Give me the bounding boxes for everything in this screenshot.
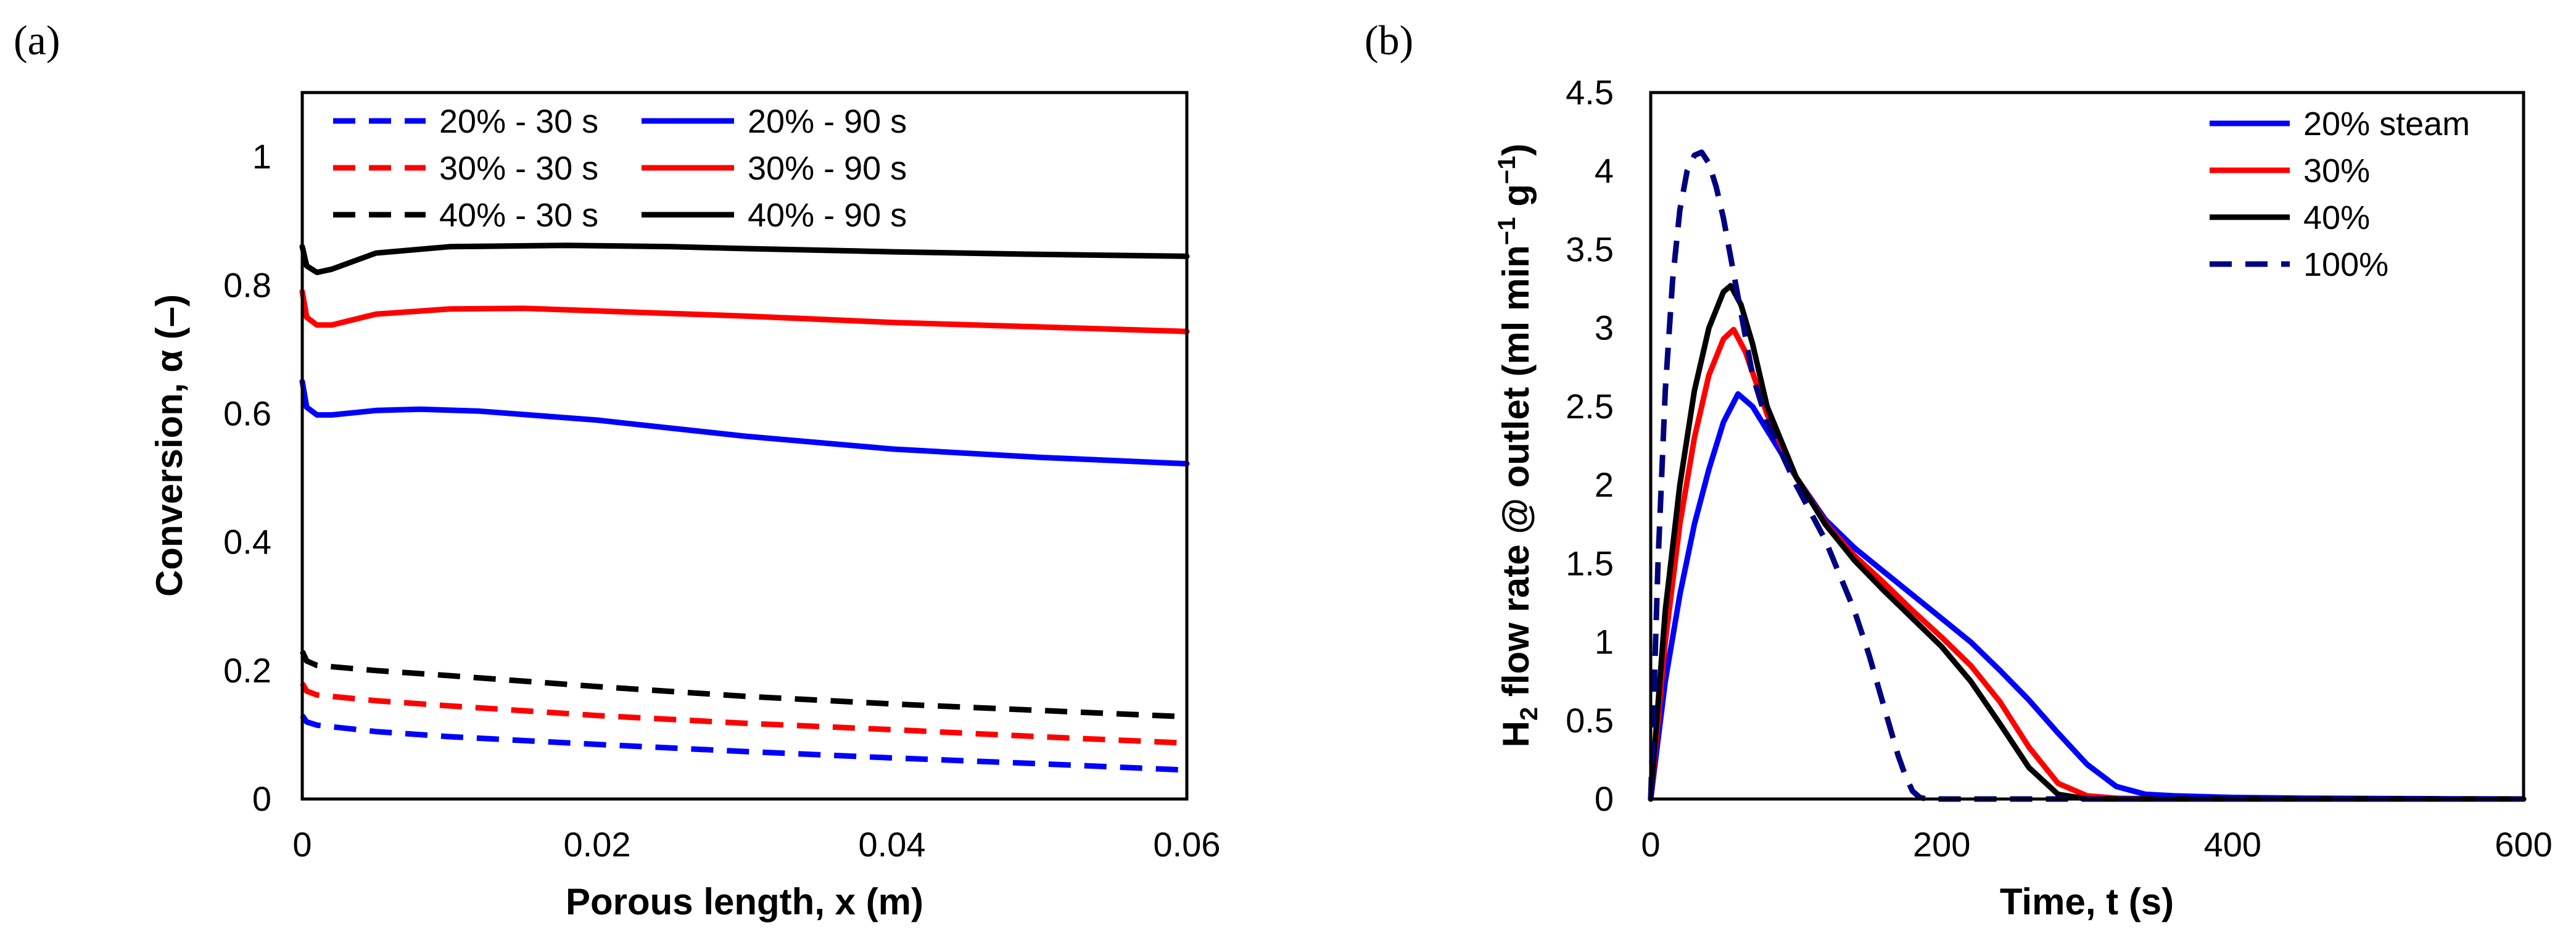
y-title-g: g	[1495, 184, 1537, 217]
panel-a-legend-label: 30% - 30 s	[439, 150, 598, 187]
panel-a-y-tick-label: 1	[252, 137, 271, 176]
panel-b-y-tick-label: 2	[1595, 465, 1614, 504]
panel-a-y-tick-label: 0.4	[223, 523, 271, 561]
panel-b-y-tick-label: 3	[1595, 308, 1614, 347]
panel-b: (b) 0 200 400 600 0 0.5 1 1.5 2 2.5 3 3.5 4 4.5 Time,…	[1364, 17, 2553, 922]
panel-b-y-tick-label: 3.5	[1566, 230, 1614, 268]
panel-b-legend-label: 40%	[2303, 199, 2370, 236]
panel-a-x-axis-title: Porous length, x (m)	[566, 881, 923, 922]
panel-a-x-tick-label: 0.06	[1154, 825, 1221, 864]
panel-b-plot-marks	[1648, 149, 2527, 802]
panel-b-series-line-2	[1648, 326, 2527, 802]
panel-a-x-tick-label: 0.02	[564, 825, 631, 864]
panel-a-legend-label: 40% - 90 s	[748, 197, 907, 234]
panel-b-x-tick-label: 200	[1913, 825, 1970, 864]
panel-a-series-line-2	[300, 682, 1187, 746]
panel-a-series-line-1	[300, 714, 1187, 773]
panel-b-x-axis-title: Time, t (s)	[2000, 881, 2174, 922]
panel-b-legend-label: 30%	[2303, 152, 2370, 189]
panel-a-x-tick-label: 0.04	[859, 825, 926, 864]
panel-a-legend-label: 20% - 90 s	[748, 103, 907, 140]
panel-b-series-line-4	[1648, 149, 2524, 802]
panel-a-series-line-6	[299, 242, 1190, 275]
panel-a-plot-marks	[299, 242, 1190, 773]
panel-b-y-tick-label: 2.5	[1566, 387, 1614, 426]
panel-a-legend-label: 30% - 90 s	[748, 150, 907, 187]
panel-b-y-tick-label: 1	[1595, 623, 1614, 661]
panel-a-series-line-3	[299, 650, 1187, 720]
panel-b-y-axis-title: H2 flow rate @ outlet (ml min−1 g−1)	[1493, 144, 1543, 748]
panel-a-y-axis-title: Conversion, α (–)	[149, 294, 190, 597]
panel-a-y-tick-label: 0.2	[223, 651, 271, 690]
y-title-end: )	[1495, 144, 1537, 156]
panel-a-legend: 20% - 30 s 20% - 90 s 30% - 30 s 30% - 90 s…	[333, 103, 907, 234]
panel-b-ticks: 0 200 400 600 0 0.5 1 1.5 2 2.5 3 3.5 4 4.5	[1566, 73, 2553, 864]
panel-a: (a) 0 0.02 0.04 0.06 0 0.2 0.4 0.6 0.8 1 Porous l…	[14, 17, 1221, 922]
panel-a-y-tick-label: 0.6	[223, 394, 271, 433]
y-title-subscript: 2	[1516, 707, 1543, 721]
panel-a-x-tick-label: 0	[292, 825, 312, 864]
panel-b-y-tick-label: 1.5	[1566, 544, 1614, 582]
panel-b-legend-label: 20% steam	[2303, 106, 2470, 143]
panel-b-plot-frame	[1649, 91, 2525, 801]
panel-b-x-tick-label: 400	[2204, 825, 2261, 864]
y-title-superscript-2: −1	[1493, 156, 1521, 184]
panel-a-series-line-4	[299, 378, 1190, 467]
panel-a-ticks: 0 0.02 0.04 0.06 0 0.2 0.4 0.6 0.8 1	[223, 137, 1220, 864]
panel-b-y-tick-label: 4.5	[1566, 73, 1614, 112]
panel-b-y-tick-label: 0	[1595, 779, 1614, 818]
panel-b-y-tick-label: 0.5	[1566, 701, 1614, 740]
panel-b-legend: 20% steam 30% 40% 100%	[2210, 106, 2470, 283]
y-title-h: H	[1495, 721, 1537, 747]
y-title-middle: flow rate @ outlet (ml min	[1495, 245, 1537, 707]
panel-a-plot-frame	[300, 91, 1189, 801]
panel-b-label: (b)	[1364, 17, 1413, 64]
panel-b-y-tick-label: 4	[1595, 151, 1614, 190]
panel-b-legend-label: 100%	[2303, 246, 2388, 283]
y-title-superscript-1: −1	[1493, 217, 1521, 246]
panel-a-y-tick-label: 0	[252, 779, 271, 818]
panel-a-series-line-5	[299, 289, 1190, 334]
panel-a-legend-label: 40% - 30 s	[439, 197, 598, 234]
panel-a-label: (a)	[14, 17, 60, 64]
panel-b-x-tick-label: 600	[2495, 825, 2552, 864]
panel-b-x-tick-label: 0	[1641, 825, 1660, 864]
panel-a-legend-label: 20% - 30 s	[439, 103, 598, 140]
panel-a-y-tick-label: 0.8	[223, 265, 271, 304]
panel-b-series-line-3	[1648, 283, 2527, 802]
